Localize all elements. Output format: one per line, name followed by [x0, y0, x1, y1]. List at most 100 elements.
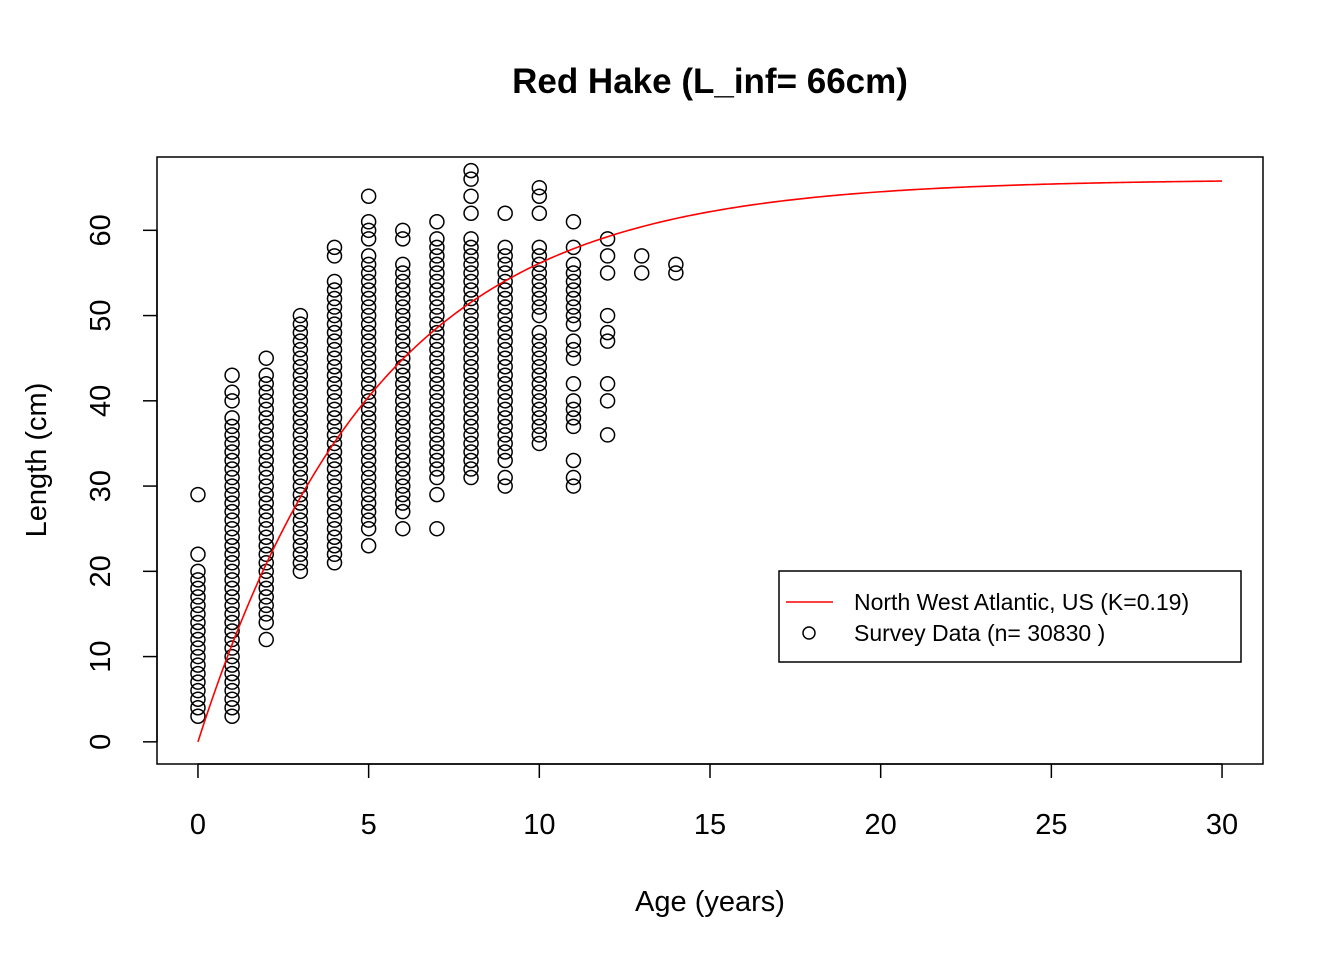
- data-point: [224, 520, 240, 537]
- data-point: [224, 418, 240, 435]
- data-point: [463, 376, 479, 392]
- data-point: [395, 435, 411, 452]
- data-point: [497, 256, 513, 273]
- data-point: [258, 614, 274, 631]
- y-tick-label: 50: [85, 299, 117, 331]
- data-point: [326, 503, 343, 520]
- data-point: [258, 435, 274, 452]
- data-point: [360, 231, 377, 247]
- data-point: [599, 324, 616, 341]
- data-point: [360, 248, 377, 264]
- data-point: [292, 358, 309, 375]
- x-axis: 0 5 10 15 20 25 30: [190, 763, 1238, 841]
- data-point: [224, 614, 240, 631]
- data-point: [292, 486, 309, 503]
- data-point: [395, 341, 411, 358]
- data-point: [599, 393, 616, 409]
- data-point: [531, 401, 548, 418]
- data-point: [258, 520, 274, 537]
- data-point: [190, 640, 206, 656]
- data-point: [531, 205, 548, 222]
- data-point: [326, 273, 343, 290]
- data-point: [190, 648, 206, 665]
- data-point: [429, 384, 445, 401]
- data-point: [497, 427, 513, 443]
- data-point: [360, 444, 377, 460]
- data-point: [429, 410, 445, 426]
- data-point: [360, 299, 377, 315]
- data-point: [360, 512, 377, 528]
- data-point: [326, 401, 343, 418]
- data-point: [395, 444, 411, 460]
- data-point: [360, 401, 377, 418]
- data-point: [599, 265, 616, 281]
- data-point: [360, 324, 377, 341]
- data-point: [326, 435, 343, 452]
- survey-points: [190, 162, 684, 725]
- data-point: [395, 290, 411, 307]
- data-point: [224, 563, 240, 580]
- data-point: [429, 256, 445, 273]
- data-point: [395, 282, 411, 298]
- data-point: [326, 307, 343, 324]
- data-point: [429, 461, 445, 477]
- data-point: [565, 214, 582, 230]
- data-point: [497, 350, 513, 366]
- data-point: [497, 316, 513, 332]
- x-axis-title: Age (years): [635, 886, 785, 918]
- data-point: [326, 333, 343, 349]
- data-point: [258, 350, 274, 366]
- data-point: [292, 316, 309, 332]
- data-point: [326, 239, 343, 256]
- data-point: [599, 376, 616, 392]
- data-point: [292, 555, 309, 571]
- data-point: [224, 648, 240, 665]
- data-point: [224, 427, 240, 443]
- data-point: [429, 265, 445, 281]
- data-point: [531, 341, 548, 358]
- data-point: [326, 512, 343, 528]
- data-point: [360, 520, 377, 537]
- data-point: [360, 367, 377, 383]
- data-point: [360, 418, 377, 435]
- data-point: [190, 606, 206, 622]
- data-point: [463, 231, 479, 247]
- data-point: [429, 376, 445, 392]
- x-tick-label: 15: [694, 809, 726, 841]
- data-point: [463, 316, 479, 332]
- data-point: [360, 461, 377, 477]
- data-point: [360, 478, 377, 494]
- data-point: [429, 333, 445, 349]
- data-point: [395, 256, 411, 273]
- data-point: [429, 367, 445, 383]
- data-point: [565, 393, 582, 409]
- y-tick-label: 10: [85, 640, 117, 672]
- data-point: [258, 631, 274, 648]
- data-point: [463, 265, 479, 281]
- data-point: [531, 333, 548, 349]
- legend: North West Atlantic, US (K=0.19) Survey …: [778, 570, 1242, 663]
- data-point: [326, 452, 343, 469]
- data-point: [395, 333, 411, 349]
- data-point: [224, 461, 240, 477]
- data-point: [224, 606, 240, 622]
- data-point: [463, 393, 479, 409]
- data-point: [429, 401, 445, 418]
- data-point: [224, 555, 240, 571]
- data-point: [395, 350, 411, 366]
- data-point: [292, 418, 309, 435]
- data-point: [395, 418, 411, 435]
- data-point: [292, 401, 309, 418]
- data-point: [224, 367, 240, 383]
- data-point: [292, 512, 309, 528]
- data-point: [292, 324, 309, 341]
- data-point: [190, 546, 206, 563]
- data-point: [258, 376, 274, 392]
- data-point: [497, 393, 513, 409]
- data-point: [224, 512, 240, 528]
- data-point: [531, 290, 548, 307]
- data-point: [360, 452, 377, 469]
- data-point: [326, 478, 343, 494]
- data-point: [360, 495, 377, 511]
- data-point: [565, 410, 582, 426]
